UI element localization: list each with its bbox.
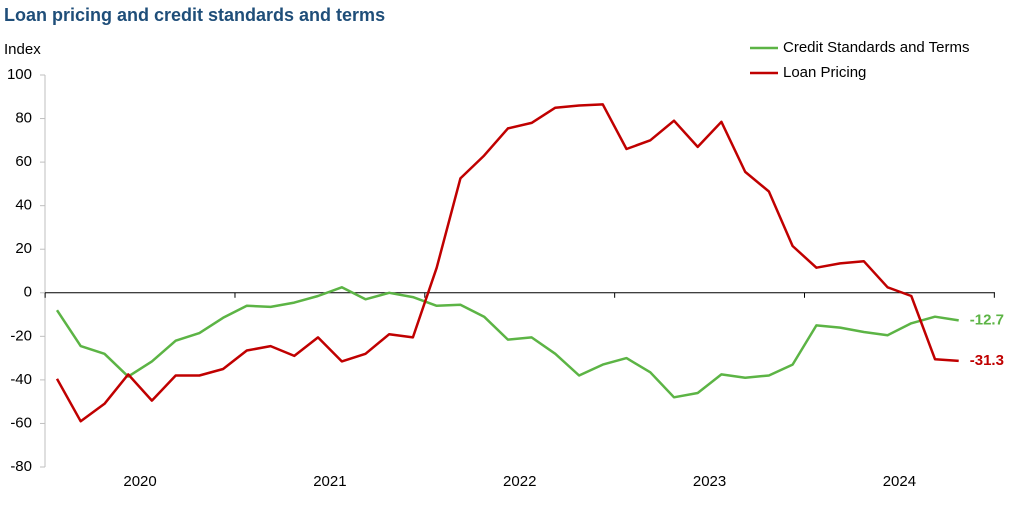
chart-title: Loan pricing and credit standards and te… (4, 5, 385, 25)
x-tick-label: 2024 (883, 473, 916, 490)
y-tick-label: 80 (15, 110, 32, 127)
y-tick-label: 20 (15, 240, 32, 257)
y-tick-label: 0 (24, 284, 32, 301)
series-line (55, 103, 959, 423)
end-label: -12.7 (970, 311, 1004, 328)
end-label: -31.3 (970, 352, 1004, 369)
series-line (55, 286, 959, 399)
y-axis-label: Index (4, 41, 41, 58)
x-tick-label: 2023 (693, 473, 726, 490)
y-tick-label: -40 (10, 371, 32, 388)
y-tick-label: 100 (7, 66, 32, 83)
y-tick-label: -80 (10, 458, 32, 475)
y-tick-label: -60 (10, 414, 32, 431)
y-tick-label: 40 (15, 197, 32, 214)
legend-label: Loan Pricing (783, 64, 866, 81)
legend-label: Credit Standards and Terms (783, 39, 969, 56)
x-tick-label: 2021 (313, 473, 346, 490)
y-tick-label: 60 (15, 153, 32, 170)
y-tick-label: -20 (10, 327, 32, 344)
x-tick-label: 2020 (123, 473, 156, 490)
x-tick-label: 2022 (503, 473, 536, 490)
